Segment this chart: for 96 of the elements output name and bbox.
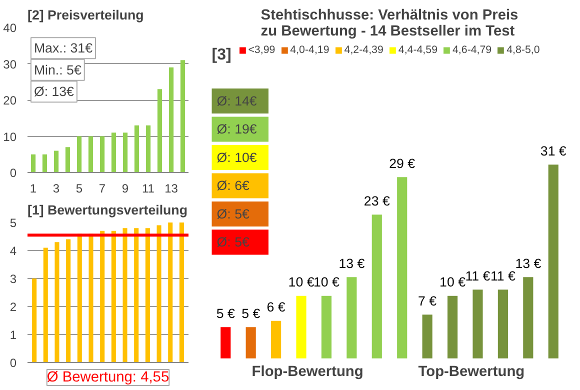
chart-title: [1] Bewertungsverteilung <box>28 202 188 218</box>
y-tick-label: 2 <box>10 300 17 314</box>
y-tick-label: 20 <box>3 94 17 108</box>
annotation: Ø: 5€ <box>216 206 250 222</box>
bar <box>321 296 332 358</box>
bar <box>397 177 408 358</box>
annotation: Min.: 5€ <box>34 62 82 78</box>
bar <box>100 136 105 172</box>
bar <box>447 296 458 358</box>
bar <box>156 225 162 362</box>
data-label: 10 € <box>314 274 340 290</box>
y-tick-label: 10 <box>3 130 17 144</box>
y-tick-label: 40 <box>3 21 17 35</box>
bar <box>146 125 151 172</box>
bar <box>372 214 382 358</box>
bar <box>111 230 116 362</box>
x-tick-label: 1 <box>30 182 37 196</box>
bar <box>76 136 82 172</box>
y-tick-label: 4 <box>10 244 17 258</box>
bar <box>32 278 37 362</box>
bar <box>548 164 558 358</box>
bar <box>88 136 94 172</box>
data-label: 31 € <box>540 143 567 158</box>
y-tick-label: 3 <box>10 272 17 286</box>
bar <box>296 296 306 358</box>
data-label: 29 € <box>389 156 416 171</box>
legend-label: 4,2-4,39 <box>344 44 384 56</box>
annotation: Ø: 5€ <box>216 234 250 250</box>
bar <box>472 290 483 358</box>
bar <box>134 228 139 362</box>
x-tick-label: 3 <box>52 182 60 196</box>
text: Ø Bewertung: 4,55 <box>46 370 170 386</box>
x-tick-label: 7 <box>98 182 106 196</box>
data-label: 13 € <box>515 256 542 271</box>
data-label: 11 € <box>490 268 516 284</box>
bar <box>220 327 231 358</box>
bar <box>422 314 432 358</box>
bar <box>523 277 534 358</box>
bar <box>168 67 174 172</box>
bar <box>145 228 150 362</box>
data-label: 5 € <box>216 306 236 321</box>
legend-label: 4,6-4,79 <box>452 44 492 56</box>
bar <box>498 290 508 358</box>
legend-label: <3,99 <box>248 44 276 56</box>
bar <box>66 239 71 362</box>
bar <box>271 320 282 358</box>
text: [3] <box>212 46 232 64</box>
text: Ø: 19€ <box>216 122 258 137</box>
bar <box>157 89 162 172</box>
bar <box>43 248 48 362</box>
text: Flop-Bewertung <box>252 364 364 380</box>
x-tick-label: 5 <box>76 182 83 196</box>
data-label: 6 € <box>266 300 286 315</box>
y-tick-label: 0 <box>10 356 17 370</box>
x-tick-label: 13 <box>164 182 178 196</box>
y-tick-label: 0 <box>10 166 17 180</box>
annotation: Ø: 13€ <box>34 84 75 100</box>
chart-title: [2] Preisverteilung <box>28 8 144 22</box>
data-label: 5 € <box>242 306 261 321</box>
data-label: 11 € <box>465 268 491 284</box>
legend-label: 4,4-4,59 <box>398 44 438 56</box>
bar <box>122 132 128 172</box>
y-tick-label: 5 <box>10 216 17 230</box>
bar <box>111 132 116 172</box>
bar <box>346 277 357 358</box>
bar <box>100 230 105 362</box>
bar <box>134 125 140 172</box>
bar <box>180 60 186 172</box>
data-label: 13 € <box>338 256 366 271</box>
bar <box>179 222 184 362</box>
data-label: 10 € <box>440 274 466 290</box>
bar <box>168 222 173 362</box>
legend-label: 4,0-4,19 <box>290 44 330 56</box>
bar <box>65 147 70 172</box>
text: Ø: 14€ <box>216 93 258 108</box>
data-label: 10 € <box>288 274 315 290</box>
bar <box>30 154 36 172</box>
bar <box>54 150 59 172</box>
data-label: 7 € <box>418 293 438 308</box>
bar <box>246 327 256 358</box>
bar <box>54 242 60 362</box>
data-label: 23 € <box>364 193 390 208</box>
x-tick-label: 11 <box>142 182 155 196</box>
bar <box>77 234 82 362</box>
x-tick-label: 9 <box>122 182 129 196</box>
bar <box>88 234 94 362</box>
text: Top-Bewertung <box>418 364 525 380</box>
bar <box>42 154 48 172</box>
chart-title: Stehtischhusse: Verhältnis von Preis zu Bewertung - 14 Bestseller im Test <box>260 8 518 40</box>
annotation: Ø: 6€ <box>216 178 250 194</box>
annotation: Max.: 31€ <box>34 40 94 56</box>
y-tick-label: 30 <box>3 57 17 72</box>
bar <box>122 228 128 362</box>
legend-label: 4,8-5,0 <box>506 44 540 56</box>
y-tick-label: 1 <box>10 328 17 342</box>
annotation: Ø: 10€ <box>216 150 258 165</box>
